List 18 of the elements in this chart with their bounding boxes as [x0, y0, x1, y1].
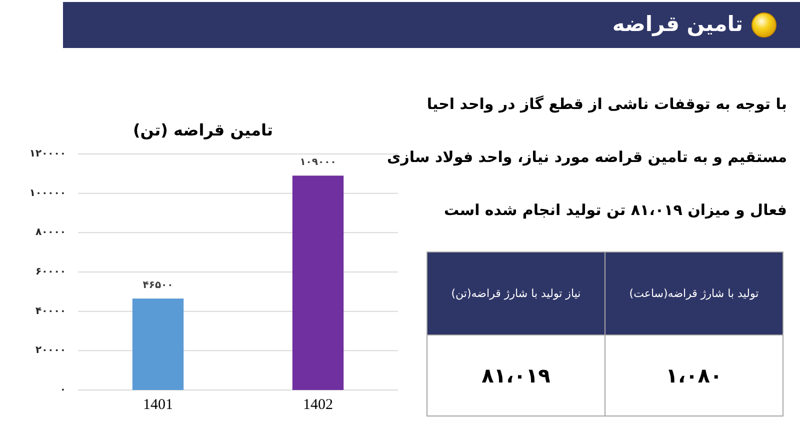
text: تامین قراضه [612, 12, 743, 37]
data-label: ۴۶۵۰۰ [142, 280, 174, 292]
text: ۸۱،۰۱۹ [482, 364, 550, 388]
y-tick-label: ۶۰۰۰۰ [35, 266, 66, 278]
x-tick-label: 1402 [303, 397, 333, 413]
text: نیاز تولید با شارژ قراضه(تن) [451, 287, 581, 300]
text: ۱،۰۸۰ [666, 364, 722, 388]
y-tick-label: ۱۰۰۰۰۰ [29, 188, 66, 199]
y-tick-label: ۰ [60, 384, 66, 396]
x-tick-label: 1401 [143, 397, 173, 413]
chart-title: تامین قراضه (تن) [132, 120, 274, 140]
y-tick-label: ۴۰۰۰۰ [35, 306, 66, 317]
y-tick-label: ۱۲۰۰۰۰ [29, 148, 66, 160]
y-tick-label: ۲۰۰۰۰ [35, 345, 66, 356]
text: با توجه به توقفات ناشی از قطع گاز در واحد احیا مستقیم و به تامین قراضه مورد نیاز، واحد فولاد سازی فعال و میزان ۸۱،۰۱۹ تن تولید انجام شده است [386, 95, 787, 219]
text: تولید با شارژ قراضه(ساعت) [629, 287, 759, 300]
data-label: ۱۰۹۰۰۰ [300, 157, 336, 168]
y-tick-label: ۸۰۰۰۰ [35, 227, 66, 238]
